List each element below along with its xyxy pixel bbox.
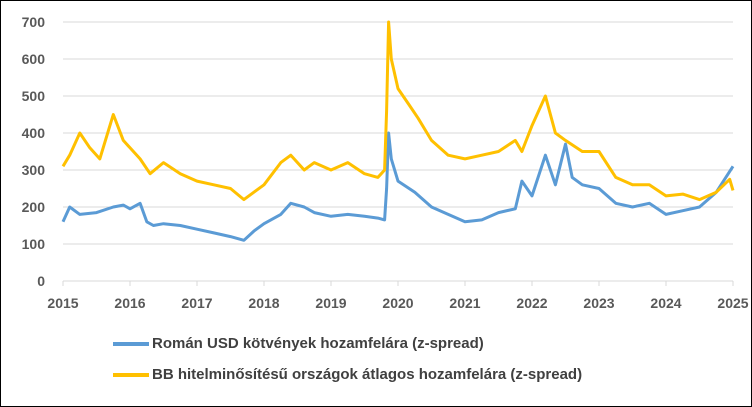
legend-item-series-2: BB hitelminősítésű országok átlagos hoza… (113, 363, 582, 386)
x-tick-label: 2022 (516, 295, 547, 311)
y-tick-labels: 0 100 200 300 400 500 600 700 (22, 14, 46, 289)
legend-label-series-1: Román USD kötvények hozamfelára (z-sprea… (152, 335, 484, 352)
y-tick-label: 400 (22, 125, 46, 141)
x-tick-label: 2025 (717, 295, 748, 311)
legend-label-series-2: BB hitelminősítésű országok átlagos hoza… (152, 366, 583, 383)
x-tick-label: 2018 (248, 295, 279, 311)
series-line-1 (61, 131, 735, 242)
legend-swatch-series-2 (113, 372, 149, 377)
series-line-2 (61, 20, 735, 202)
legend-item-series-1: Román USD kötvények hozamfelára (z-sprea… (113, 332, 582, 355)
legend: Román USD kötvények hozamfelára (z-sprea… (113, 332, 582, 394)
x-tick-label: 2017 (181, 295, 212, 311)
x-tick-label: 2021 (449, 295, 480, 311)
y-tick-label: 300 (22, 162, 46, 178)
x-tick-label: 2024 (650, 295, 681, 311)
legend-swatch-series-1 (113, 341, 149, 346)
y-tick-label: 700 (22, 14, 46, 30)
y-tick-label: 200 (22, 199, 46, 215)
x-tick-label: 2019 (315, 295, 346, 311)
y-tick-label: 500 (22, 88, 46, 104)
series-lines (61, 20, 735, 242)
y-tick-label: 0 (37, 273, 45, 289)
x-tick-labels: 2015 2016 2017 2018 2019 2020 2021 2022 2023 2024… (47, 281, 749, 311)
y-tick-label: 100 (22, 236, 46, 252)
gridlines (63, 21, 733, 245)
x-tick-label: 2020 (382, 295, 413, 311)
x-tick-label: 2015 (47, 295, 78, 311)
y-tick-label: 600 (22, 51, 46, 67)
x-tick-label: 2023 (583, 295, 614, 311)
x-tick-label: 2016 (114, 295, 145, 311)
